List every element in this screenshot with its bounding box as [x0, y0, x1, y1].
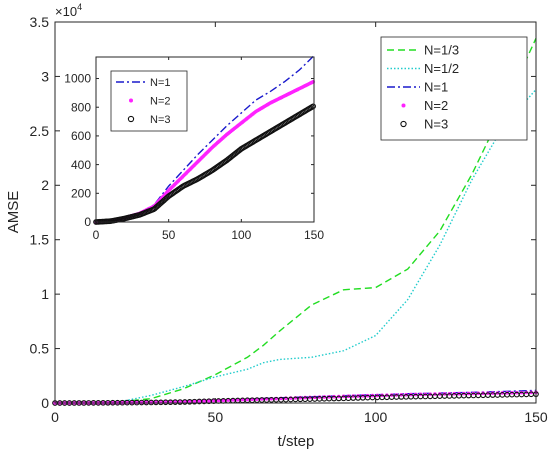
inset-legend-label-n-3: N=3 [150, 114, 171, 126]
main-x-tick-label: 100 [364, 409, 388, 425]
main-series-n-1-2-line [54, 89, 537, 404]
main-y-tick-label: 2 [41, 177, 49, 193]
inset-y-tick-label: 800 [71, 100, 91, 114]
inset-legend-box [110, 70, 188, 132]
main-series-n-2-point [207, 399, 211, 403]
main-series-n-2-point [192, 399, 197, 404]
inset-legend-label-n-2: N=2 [150, 96, 171, 108]
main-y-tick-label: 1.5 [30, 232, 50, 248]
main-legend: N=1/3 N=1/2 N=1 N=2 N=3 [380, 36, 528, 141]
main-legend-label-n-1: N=1 [424, 80, 448, 95]
inset-y-tick-label: 200 [71, 187, 91, 201]
main-legend-label-n-3: N=3 [424, 117, 448, 132]
inset-legend-label-n-1: N=1 [150, 77, 171, 89]
main-y-axis-label: AMSE [5, 191, 22, 234]
inset-series-n-3-point [310, 103, 316, 110]
inset-y-tick-label: 400 [71, 158, 91, 172]
main-y-exponent-label: ×104 [55, 2, 82, 19]
inset-y-tick-label: 600 [71, 129, 91, 143]
main-y-tick-label: 3 [41, 68, 49, 84]
main-y-tick-label: 1 [41, 286, 49, 302]
main-series-n-2-point [197, 399, 202, 404]
main-axes-box [54, 21, 537, 404]
main-legend-label-n-2: N=2 [424, 98, 448, 113]
main-ticks: 0 50 100 150 0 0.5 1 1.5 2 2.5 3 3.5 [30, 14, 548, 425]
main-y-tick-label: 3.5 [30, 14, 50, 30]
main-x-tick-label: 0 [51, 409, 59, 425]
main-series-n-2-point [216, 398, 221, 403]
main-legend-swatch-n-3 [400, 120, 407, 128]
main-y-tick-label: 0 [41, 395, 49, 411]
inset-legend: N=1 N=2 N=3 [110, 70, 188, 132]
main-y-tick-label: 2.5 [30, 123, 50, 139]
main-x-tick-label: 50 [208, 409, 224, 425]
main-series-n-2-point [211, 398, 216, 403]
inset-x-tick-label: 0 [93, 228, 100, 242]
inset-legend-swatch-n-3 [127, 115, 135, 123]
main-series-n-1-3-line [54, 38, 537, 404]
inset-y-tick-label: 1000 [64, 72, 91, 86]
main-legend-label-n-1-2: N=1/2 [424, 61, 459, 76]
main-legend-items: N=1/3 N=1/2 N=1 N=2 N=3 [387, 43, 459, 132]
main-legend-swatch-n-2 [401, 103, 406, 108]
inset-y-tick-label: 0 [84, 215, 91, 229]
main-series-n-2-point [187, 399, 192, 404]
main-series-n-2-point [221, 398, 226, 403]
main-series-n-2-point [202, 399, 206, 403]
main-x-tick-label: 150 [524, 409, 548, 425]
inset-legend-swatch-n-2 [129, 98, 133, 103]
main-y-tick-label: 0.5 [30, 340, 50, 356]
inset-x-tick-label: 50 [162, 228, 176, 242]
inset-x-tick-label: 100 [231, 228, 251, 242]
main-legend-label-n-1-3: N=1/3 [424, 43, 459, 58]
inset-legend-items: N=1 N=2 N=3 [116, 77, 171, 126]
main-x-axis-label: t/step [278, 433, 315, 450]
main-series-n-2-point [231, 398, 235, 402]
main-series-n-2-point [235, 398, 240, 402]
inset-axes-box [95, 56, 315, 223]
inset-x-tick-label: 150 [304, 228, 324, 242]
inset-plot: 0 50 100 150 0 200 400 600 800 1000 [64, 55, 324, 242]
main-series-n-2-point [226, 398, 230, 402]
inset-ticks: 0 50 100 150 0 200 400 600 800 1000 [64, 57, 324, 242]
